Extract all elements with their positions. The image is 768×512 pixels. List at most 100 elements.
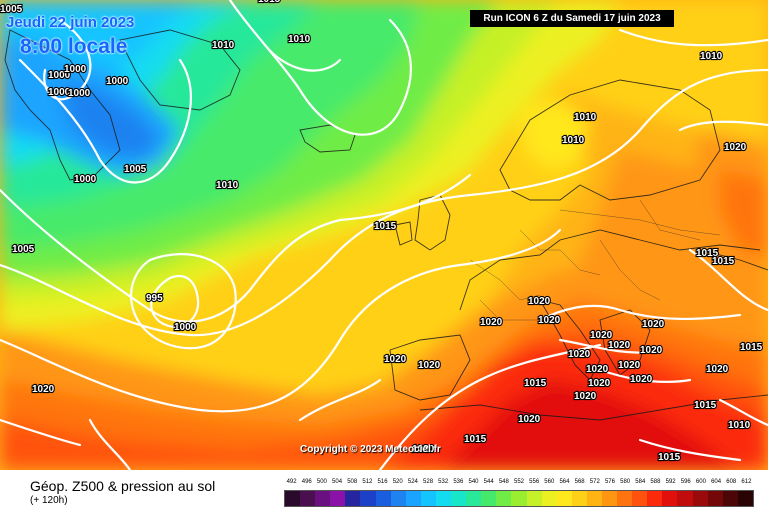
forecast-time: 8:00 locale [20, 35, 128, 58]
isobar-label: 1020 [588, 378, 611, 389]
country-borders [469, 199, 721, 321]
scale-swatch [526, 491, 542, 506]
isobar-label: 1020 [518, 414, 541, 425]
isobar-label: 1020 [384, 354, 407, 365]
isobar-label: 1000 [68, 88, 91, 99]
legend-title: Géop. Z500 & pression au sol [30, 478, 216, 494]
isobar-label: 1000 [48, 70, 71, 81]
isobar-lines [0, 0, 768, 470]
copyright-notice: Copyright © 2023 Meteociel.fr [300, 444, 441, 455]
map-canvas: 1005 1015 1010 1010 1000 1000 1000 1000 … [0, 0, 768, 470]
scale-swatch [481, 491, 497, 506]
isobar-label: 1020 [630, 374, 653, 385]
color-scale-labels: 492 496 500 504 508 512 516 520 524 528 532 536 540 5… [284, 479, 754, 488]
isobar-label: 1020 [724, 142, 747, 153]
isobar-label: 1020 [586, 364, 609, 375]
isobar-label: 1000 [64, 64, 87, 75]
isobar-label: 1010 [212, 40, 235, 51]
model-run-info: Run ICON 6 Z du Samedi 17 juin 2023 [470, 10, 674, 27]
scale-swatch [496, 491, 512, 506]
scale-swatch [315, 491, 331, 506]
scale-swatch [360, 491, 376, 506]
isobar-label: 1005 [12, 244, 35, 255]
scale-tick-label: 608 [726, 479, 737, 485]
scale-tick-label: 520 [392, 479, 403, 485]
isobar-label: 1000 [48, 87, 71, 98]
isobar-label: 1020 [32, 384, 55, 395]
scale-tick-label: 516 [377, 479, 388, 485]
isobar-label: 1015 [696, 248, 719, 259]
geopotential-map: 1005 1015 1010 1010 1000 1000 1000 1000 … [0, 0, 768, 470]
isobar-label: 1020 [590, 330, 613, 341]
isobar-label: 1015 [524, 378, 547, 389]
scale-swatch [556, 491, 572, 506]
scale-tick-label: 544 [483, 479, 494, 485]
isobar-label: 1020 [574, 391, 597, 402]
isobar-label: 1020 [568, 349, 591, 360]
scale-swatch [330, 491, 346, 506]
scale-swatch [662, 491, 678, 506]
isobar-label: 1000 [74, 174, 97, 185]
scale-tick-label: 584 [635, 479, 646, 485]
isobar-label: 1000 [106, 76, 129, 87]
scale-swatch [601, 491, 618, 506]
scale-tick-label: 604 [711, 479, 722, 485]
isobar-label: 1020 [618, 360, 641, 371]
isobar-label: 1020 [640, 345, 663, 356]
scale-swatch [435, 491, 452, 506]
scale-swatch [405, 491, 421, 506]
isobar-label: 1015 [464, 434, 487, 445]
scale-swatch [285, 491, 301, 506]
forecast-date: Jeudi 22 juin 2023 [6, 14, 135, 31]
scale-tick-label: 560 [544, 479, 555, 485]
isobar-label: 1015 [694, 400, 717, 411]
isobar-label: 1005 [124, 164, 147, 175]
isobar-label: 1020 [538, 315, 561, 326]
scale-tick-label: 580 [620, 479, 631, 485]
isobar-label: 1020 [528, 296, 551, 307]
scale-tick-label: 540 [468, 479, 479, 485]
scale-swatch [345, 491, 361, 506]
isobar-label: 1020 [412, 444, 435, 455]
isobar-label: 1020 [706, 364, 729, 375]
isobar-label: 1020 [608, 340, 631, 351]
isobar-label: 1010 [562, 135, 585, 146]
isobar-label: 1005 [0, 4, 23, 15]
scale-swatch [586, 491, 602, 506]
scale-tick-label: 512 [362, 479, 373, 485]
scale-tick-label: 496 [301, 479, 312, 485]
isobar-label: 1020 [642, 319, 665, 330]
isobar-label: 1010 [574, 112, 597, 123]
scale-tick-label: 500 [316, 479, 327, 485]
scale-tick-label: 612 [741, 479, 752, 485]
scale-tick-label: 572 [589, 479, 600, 485]
scale-tick-label: 596 [680, 479, 691, 485]
scale-swatch [692, 491, 708, 506]
scale-tick-label: 556 [529, 479, 540, 485]
scale-swatch [647, 491, 663, 506]
scale-swatch [632, 491, 648, 506]
isobar-label: 1000 [174, 322, 197, 333]
scale-swatch [390, 491, 406, 506]
scale-swatch [451, 491, 467, 506]
isobar-label: 1015 [374, 221, 397, 232]
scale-swatch [375, 491, 391, 506]
isobar-label: 995 [146, 293, 163, 304]
isobar-label: 1015 [712, 256, 735, 267]
isobar-label: 1010 [216, 180, 239, 191]
scale-tick-label: 504 [332, 479, 343, 485]
scale-tick-label: 564 [559, 479, 570, 485]
scale-swatch [420, 491, 436, 506]
scale-swatch [466, 491, 482, 506]
color-scale-bar [284, 490, 754, 507]
isobar-label: 1010 [700, 51, 723, 62]
scale-tick-label: 528 [423, 479, 434, 485]
scale-swatch [722, 491, 738, 506]
scale-swatch [541, 491, 557, 506]
scale-swatch [300, 491, 316, 506]
scale-swatch [511, 491, 527, 506]
isobar-label: 1010 [288, 34, 311, 45]
scale-tick-label: 600 [695, 479, 706, 485]
scale-tick-label: 492 [286, 479, 297, 485]
isobar-label: 1020 [480, 317, 503, 328]
